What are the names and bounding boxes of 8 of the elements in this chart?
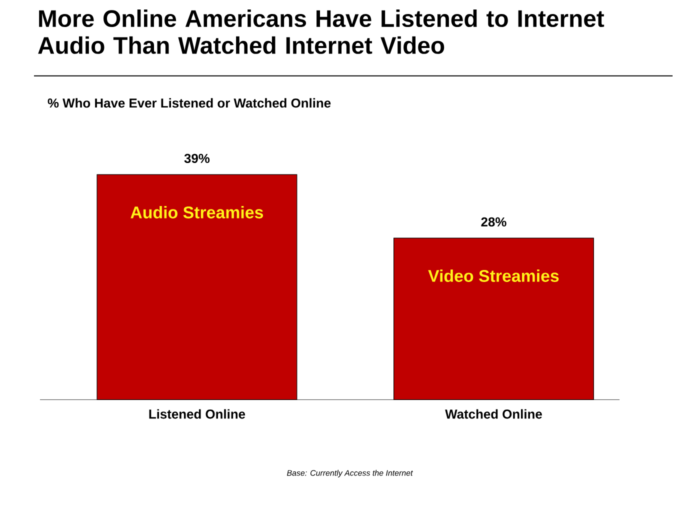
chart-title: More Online Americans Have Listened to Internet Audio Than Watched Internet Video bbox=[38, 10, 604, 54]
chart-subtitle: % Who Have Ever Listened or Watched Online bbox=[48, 98, 331, 108]
annotation: Video Streamies bbox=[428, 270, 559, 282]
data-label: 28% bbox=[481, 218, 506, 227]
data-label: 39% bbox=[184, 154, 210, 164]
annotation: Audio Streamies bbox=[130, 206, 264, 219]
x-tick-label: Watched Online bbox=[445, 409, 542, 419]
x-tick-label: Listened Online bbox=[149, 409, 246, 419]
